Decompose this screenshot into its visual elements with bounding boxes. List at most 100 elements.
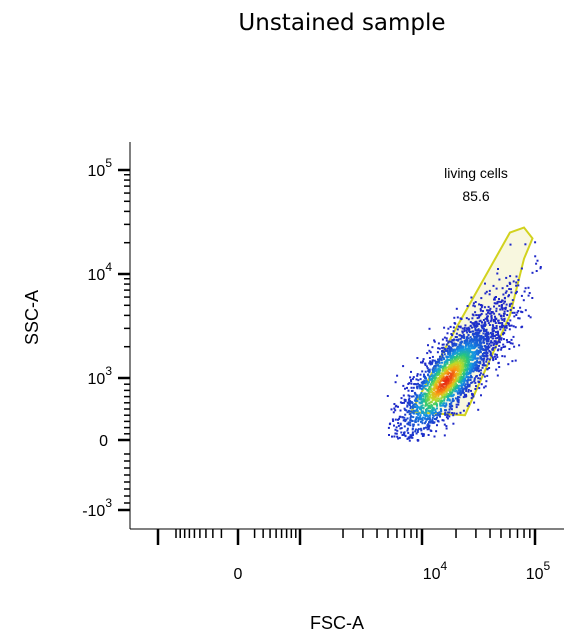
data-point xyxy=(423,427,426,430)
data-point xyxy=(477,380,480,383)
data-point xyxy=(470,354,473,357)
data-point xyxy=(501,326,504,329)
data-point xyxy=(509,319,512,322)
data-point xyxy=(418,384,421,386)
data-point xyxy=(446,417,449,420)
data-point xyxy=(442,369,445,372)
data-point xyxy=(501,299,504,302)
data-point xyxy=(450,361,453,364)
data-point xyxy=(464,383,467,386)
data-point xyxy=(464,386,467,389)
data-point xyxy=(484,292,487,295)
data-point xyxy=(416,374,419,377)
data-point xyxy=(452,414,455,417)
data-point xyxy=(459,346,462,349)
data-point xyxy=(492,320,495,323)
data-point xyxy=(413,405,416,408)
data-point xyxy=(406,422,409,425)
data-point xyxy=(431,416,434,419)
data-point xyxy=(474,327,477,330)
data-point xyxy=(431,361,434,364)
data-point xyxy=(475,360,478,363)
data-point xyxy=(405,409,408,412)
data-point xyxy=(470,296,473,299)
data-point xyxy=(467,385,470,387)
data-point xyxy=(481,354,484,357)
data-point xyxy=(455,389,458,392)
data-point xyxy=(508,341,511,343)
data-point xyxy=(498,338,501,341)
data-point xyxy=(422,411,425,414)
data-point xyxy=(457,387,460,390)
data-point xyxy=(417,428,420,431)
data-point xyxy=(483,330,485,332)
data-point xyxy=(425,407,428,410)
data-point xyxy=(456,328,459,331)
data-point xyxy=(509,282,512,285)
data-point xyxy=(448,403,451,405)
data-point xyxy=(445,372,448,375)
data-point xyxy=(411,427,414,430)
data-point xyxy=(434,400,437,403)
data-point xyxy=(403,401,405,404)
data-point xyxy=(470,381,473,384)
data-point xyxy=(496,302,499,305)
data-point xyxy=(488,309,491,312)
data-point xyxy=(456,316,459,319)
data-point xyxy=(414,399,417,402)
data-point xyxy=(429,351,432,354)
data-point xyxy=(478,329,481,332)
data-point xyxy=(531,297,534,299)
data-point xyxy=(475,341,478,344)
data-point xyxy=(487,322,490,325)
data-point xyxy=(498,344,501,347)
data-point xyxy=(422,358,425,361)
data-point xyxy=(449,381,452,384)
data-point xyxy=(408,436,411,439)
data-point xyxy=(434,398,437,401)
data-point xyxy=(411,405,414,408)
data-point xyxy=(441,353,443,356)
data-point xyxy=(454,322,457,325)
data-point xyxy=(480,297,483,300)
data-point xyxy=(519,306,522,309)
data-point xyxy=(448,375,451,378)
data-point xyxy=(407,398,410,401)
y-tick-label: 103 xyxy=(88,364,113,388)
data-point xyxy=(484,329,487,332)
data-point xyxy=(480,337,483,340)
data-point xyxy=(514,292,517,295)
data-point xyxy=(411,377,414,380)
data-point xyxy=(433,339,436,342)
data-point xyxy=(447,347,449,350)
data-point xyxy=(426,424,429,427)
data-point xyxy=(476,322,479,325)
data-point xyxy=(443,351,446,354)
data-point xyxy=(425,380,428,383)
data-point xyxy=(433,435,436,438)
data-point xyxy=(434,379,437,382)
data-point xyxy=(415,383,418,386)
data-point xyxy=(484,333,487,336)
data-point xyxy=(491,348,494,351)
data-point xyxy=(394,432,397,435)
data-point xyxy=(466,372,468,375)
data-point xyxy=(488,293,491,296)
data-point xyxy=(408,410,411,413)
data-point xyxy=(444,367,446,370)
data-point xyxy=(450,365,453,368)
data-point xyxy=(451,339,454,342)
data-point xyxy=(424,375,427,378)
data-point xyxy=(436,424,438,427)
data-point xyxy=(500,300,503,303)
data-point xyxy=(446,396,449,399)
data-point xyxy=(386,395,389,397)
data-point xyxy=(503,355,506,358)
data-point xyxy=(494,315,496,318)
data-point xyxy=(493,326,496,329)
data-point xyxy=(414,419,417,421)
data-point xyxy=(513,315,516,318)
data-point xyxy=(468,368,470,370)
data-point xyxy=(455,403,458,406)
data-point xyxy=(436,416,438,419)
